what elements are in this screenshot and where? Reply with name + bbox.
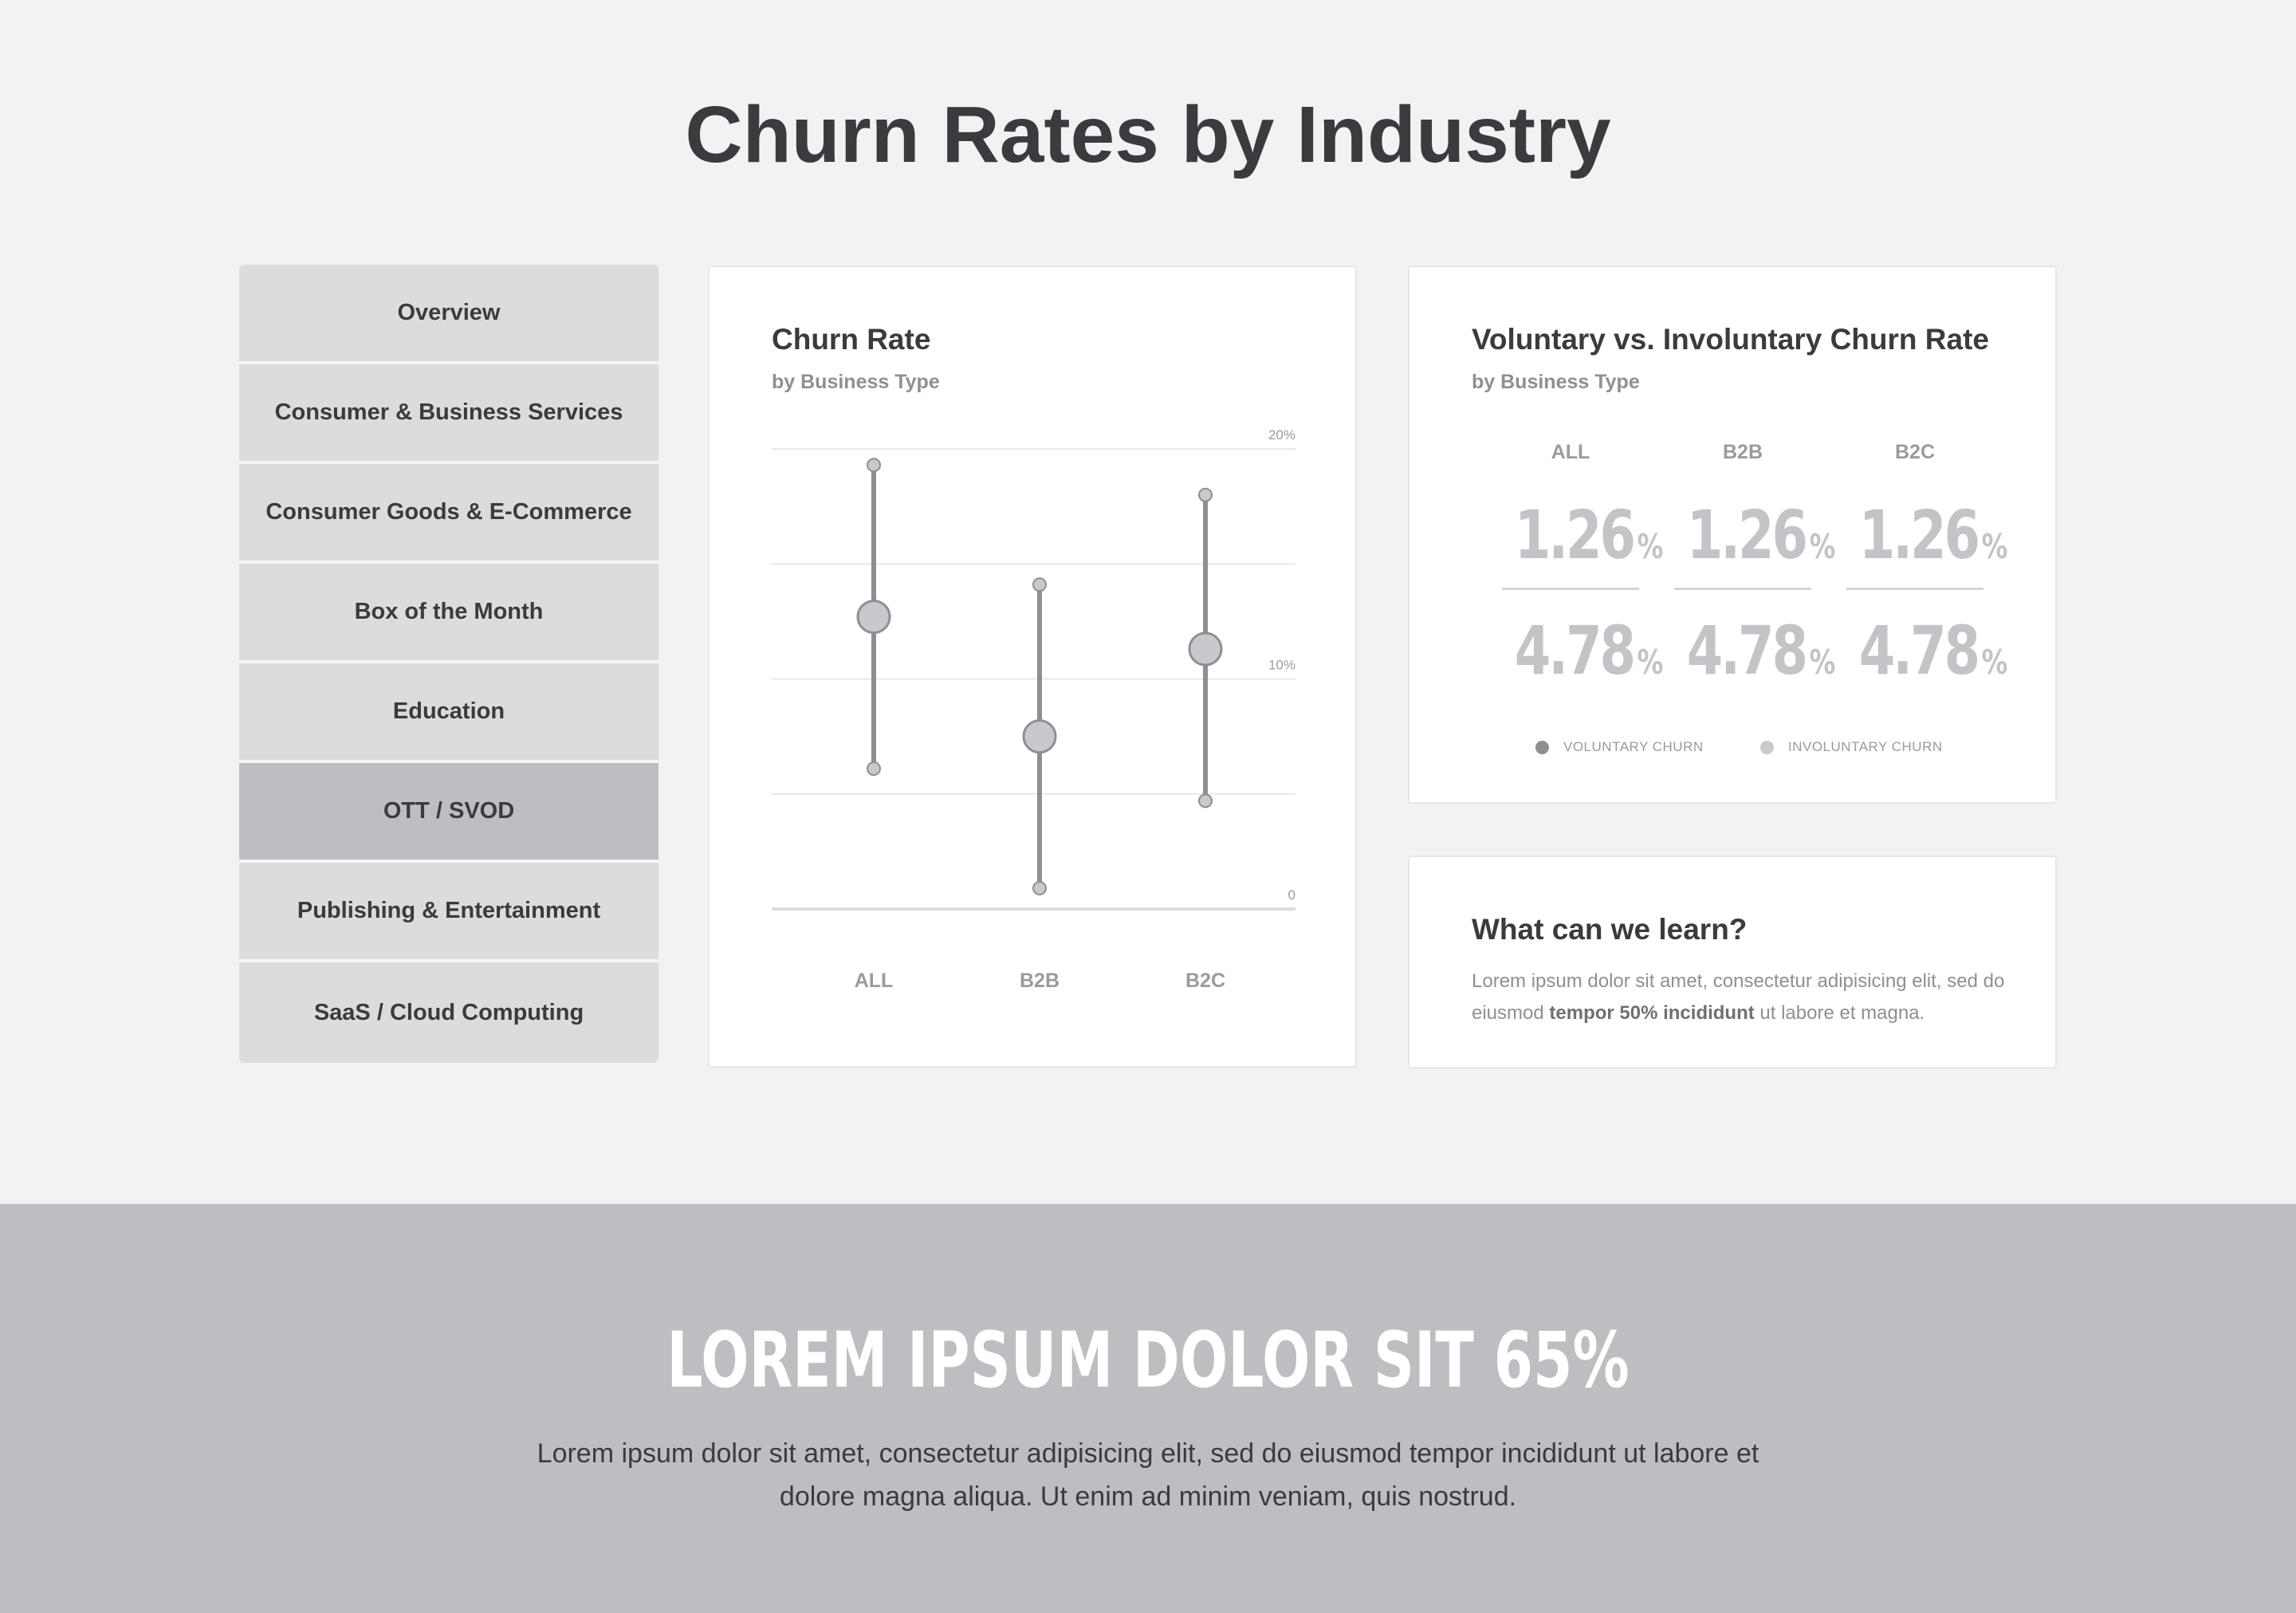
churn-rate-card: 0 10% 20% ALL B2B B2C Churn Rate by Business …: [708, 266, 1357, 1068]
sidebar-item-consumer-business-services[interactable]: Consumer & Business Services: [239, 364, 659, 464]
legend-voluntary: VOLUNTARY CHURN: [1535, 739, 1704, 755]
churn-card-title: Churn Rate: [772, 323, 931, 356]
range-high-point: [1198, 487, 1213, 502]
y-tick-label: 10%: [1268, 658, 1295, 673]
range-mid-point: [1188, 631, 1223, 667]
vol-column-b2b: B2B 1.26% 4.78%: [1671, 441, 1836, 690]
sidebar-item-consumer-goods-ecommerce[interactable]: Consumer Goods & E-Commerce: [239, 464, 659, 564]
range-high-point: [1032, 577, 1047, 592]
vol-column-all: ALL 1.26% 4.78%: [1499, 441, 1664, 690]
legend-involuntary-label: INVOLUNTARY CHURN: [1788, 739, 1943, 754]
band-text: Lorem ipsum dolor sit amet, consectetur …: [537, 1438, 1759, 1512]
involuntary-value: 4.78%: [1858, 612, 2008, 690]
voluntary-value: 1.26%: [1686, 496, 1836, 574]
vol-column-head: B2C: [1894, 441, 1935, 463]
what-can-we-learn-card: What can we learn? Lorem ipsum dolor sit…: [1408, 856, 2057, 1068]
highlight-band: LOREM IPSUM DOLOR SIT 65% Lorem ipsum do…: [0, 1204, 2296, 1613]
learn-card-text: Lorem ipsum dolor sit amet, consectetur …: [1472, 970, 2005, 1024]
vol-card-title: Voluntary vs. Involuntary Churn Rate: [1472, 323, 1989, 356]
voluntary-value: 1.26%: [1514, 496, 1664, 574]
x-category-label: ALL: [855, 970, 894, 992]
divider: [1674, 588, 1811, 590]
vol-card-subtitle: by Business Type: [1472, 371, 1640, 393]
learn-card-title: What can we learn?: [1472, 913, 1748, 946]
sidebar-item-overview[interactable]: Overview: [239, 265, 659, 364]
sidebar-item-education[interactable]: Education: [239, 663, 659, 763]
range-high-point: [867, 458, 881, 473]
sidebar-item-publishing-entertainment[interactable]: Publishing & Entertainment: [239, 863, 659, 962]
x-category-label: B2C: [1185, 970, 1225, 992]
sidebar-item-ott-svod[interactable]: OTT / SVOD: [239, 763, 659, 863]
involuntary-value: 4.78%: [1514, 612, 1664, 690]
page-title: Churn Rates by Industry: [685, 90, 1611, 179]
range-low-point: [867, 761, 881, 777]
divider: [1846, 588, 1983, 590]
y-tick-label: 0: [1288, 887, 1295, 903]
voluntary-involuntary-card: Voluntary vs. Involuntary Churn Rate by …: [1408, 266, 2057, 804]
range-mid-point: [856, 600, 891, 635]
band-title: LOREM IPSUM DOLOR SIT 65%: [666, 1316, 1630, 1405]
vol-column-head: ALL: [1551, 441, 1590, 463]
divider: [1502, 588, 1639, 590]
legend-involuntary: INVOLUNTARY CHURN: [1760, 739, 1943, 755]
sidebar-item-box-of-the-month[interactable]: Box of the Month: [239, 564, 659, 663]
churn-rate-chart: 0 10% 20% ALL B2B B2C: [772, 427, 1295, 992]
churn-card-subtitle: by Business Type: [772, 371, 940, 393]
range-mid-point: [1022, 719, 1057, 754]
range-low-point: [1032, 881, 1047, 896]
legend-voluntary-label: VOLUNTARY CHURN: [1563, 739, 1704, 754]
range-low-point: [1198, 793, 1213, 808]
involuntary-dot-icon: [1760, 740, 1774, 754]
voluntary-dot-icon: [1535, 740, 1549, 754]
y-tick-label: 20%: [1268, 427, 1295, 443]
industry-sidebar: Overview Consumer & Business Services Co…: [239, 265, 659, 1063]
x-category-label: B2B: [1020, 970, 1060, 992]
sidebar-item-saas-cloud[interactable]: SaaS / Cloud Computing: [239, 962, 659, 1063]
vol-column-b2c: B2C 1.26% 4.78%: [1843, 441, 2008, 690]
involuntary-value: 4.78%: [1686, 612, 1836, 690]
vol-column-head: B2B: [1722, 441, 1763, 463]
voluntary-value: 1.26%: [1858, 496, 2008, 574]
